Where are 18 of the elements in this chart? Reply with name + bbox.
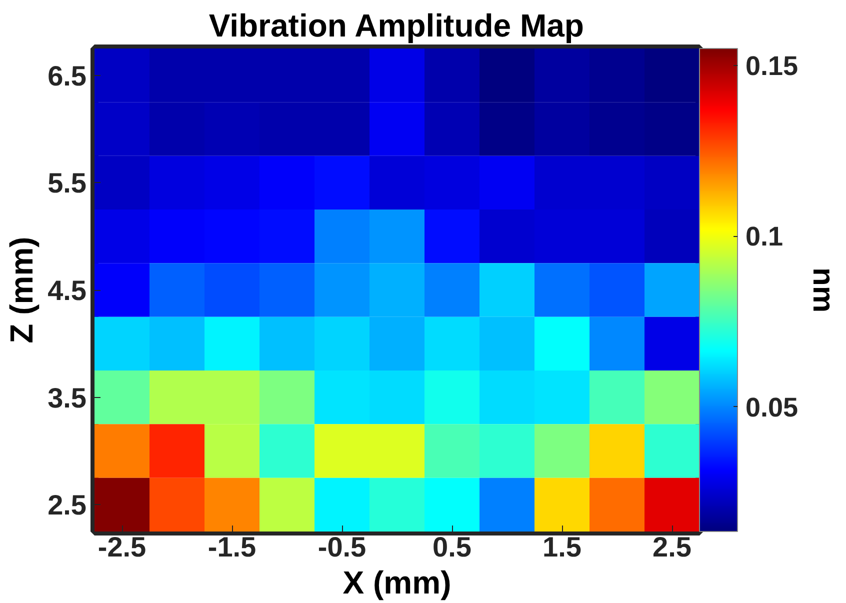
y-tick-label: 6.5 xyxy=(48,60,87,92)
color-bar-title: nm xyxy=(806,268,840,312)
x-tick-label: -2.5 xyxy=(98,532,146,562)
x-tick-label: 2.5 xyxy=(652,532,692,562)
color-bar-label: 0.15 xyxy=(746,51,798,82)
color-bar-label: 0.1 xyxy=(746,222,784,252)
x-tick-label: -0.5 xyxy=(318,532,366,562)
y-axis-title: Z (mm) xyxy=(4,236,40,344)
y-tick-label: 3.5 xyxy=(48,382,87,414)
x-tick-label: 1.5 xyxy=(542,532,582,562)
chart-title: Vibration Amplitude Map xyxy=(208,8,584,44)
y-tick-label: 5.5 xyxy=(48,168,87,199)
color-bar-label: 0.05 xyxy=(746,392,798,422)
y-tick-label: 4.5 xyxy=(48,275,87,306)
x-tick-label: -1.5 xyxy=(208,532,256,562)
y-tick-label: 2.5 xyxy=(48,490,87,521)
x-tick-label: 0.5 xyxy=(432,532,472,562)
x-axis-title: X (mm) xyxy=(342,564,452,600)
